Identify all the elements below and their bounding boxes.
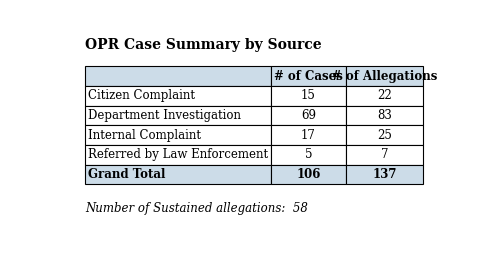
Text: 25: 25 [376, 129, 391, 142]
Bar [85, 66, 271, 86]
Bar [271, 86, 345, 106]
Text: 106: 106 [296, 168, 320, 181]
Bar [271, 145, 345, 165]
Text: Referred by Law Enforcement: Referred by Law Enforcement [88, 148, 268, 161]
Text: 7: 7 [380, 148, 387, 161]
Bar [85, 145, 271, 165]
Bar [345, 106, 423, 125]
Bar [271, 165, 345, 185]
Bar [85, 106, 271, 125]
Text: Grand Total: Grand Total [88, 168, 165, 181]
Text: OPR Case Summary by Source: OPR Case Summary by Source [85, 38, 321, 51]
Bar [345, 165, 423, 185]
Bar [85, 125, 271, 145]
Text: 137: 137 [371, 168, 396, 181]
Text: # of Allegations: # of Allegations [331, 70, 436, 82]
Bar [85, 86, 271, 106]
Text: Department Investigation: Department Investigation [88, 109, 241, 122]
Bar [345, 66, 423, 86]
Text: 22: 22 [376, 89, 391, 102]
Text: Internal Complaint: Internal Complaint [88, 129, 201, 142]
Bar [271, 125, 345, 145]
Bar [271, 106, 345, 125]
Bar [345, 125, 423, 145]
Text: # of Cases: # of Cases [273, 70, 342, 82]
Text: Citizen Complaint: Citizen Complaint [88, 89, 195, 102]
Bar [345, 145, 423, 165]
Bar [271, 66, 345, 86]
Text: 83: 83 [376, 109, 391, 122]
Text: 5: 5 [304, 148, 311, 161]
Text: 15: 15 [300, 89, 315, 102]
Text: 69: 69 [300, 109, 315, 122]
Bar [85, 165, 271, 185]
Text: 17: 17 [300, 129, 315, 142]
Bar [345, 86, 423, 106]
Text: Number of Sustained allegations:  58: Number of Sustained allegations: 58 [85, 202, 307, 215]
